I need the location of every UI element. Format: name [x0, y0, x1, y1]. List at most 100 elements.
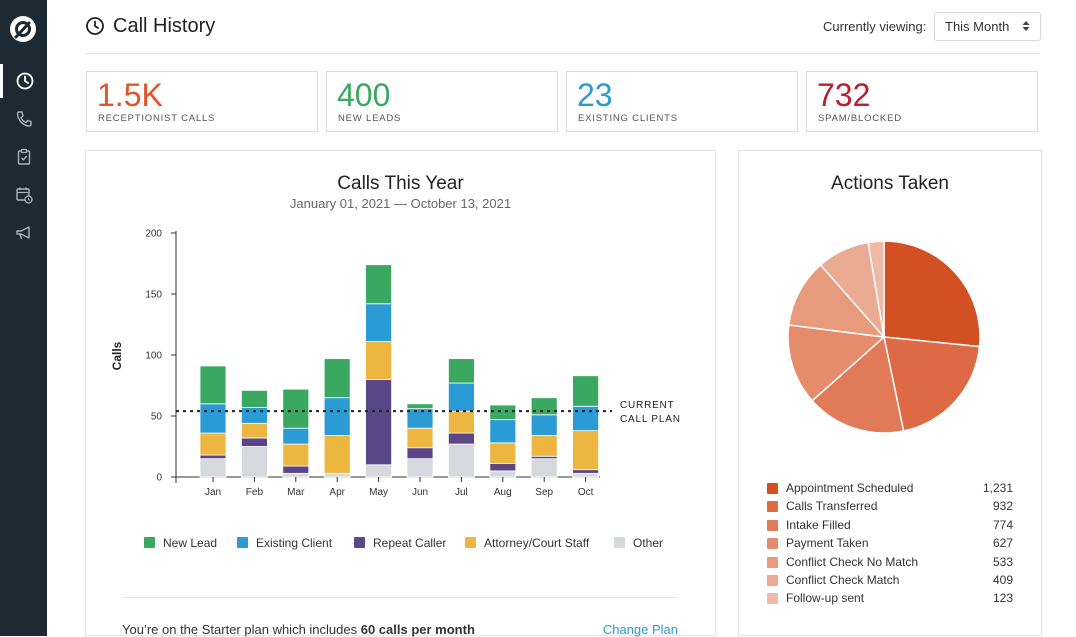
sidebar-item-call-history[interactable]	[0, 64, 47, 98]
pie-slice-intake-filled[interactable]	[811, 335, 905, 434]
app-logo[interactable]	[10, 16, 36, 42]
stat-value: 732	[817, 77, 871, 113]
bar-segment-other-jan[interactable]	[199, 458, 227, 478]
bar-segment-existing-client-jan[interactable]	[199, 403, 227, 434]
bar-segment-repeat-caller-feb[interactable]	[240, 437, 268, 447]
bar-segment-existing-client-sep[interactable]	[530, 414, 558, 436]
viewing-label: Currently viewing:	[823, 19, 927, 34]
bar-segment-attorney-court-staff-mar[interactable]	[282, 443, 310, 467]
x-tick-label: Apr	[329, 487, 345, 498]
legend-swatch	[767, 501, 778, 513]
stat-value: 400	[337, 77, 391, 113]
bar-segment-new-lead-mar[interactable]	[282, 388, 310, 429]
bar-segment-attorney-court-staff-jul[interactable]	[447, 410, 475, 434]
bar-segment-repeat-caller-may[interactable]	[365, 378, 393, 466]
bar-segment-new-lead-oct[interactable]	[572, 375, 600, 407]
y-axis-label: Calls	[110, 341, 124, 370]
bar-segment-other-jul[interactable]	[447, 443, 475, 478]
bar-segment-attorney-court-staff-jun[interactable]	[406, 427, 434, 449]
x-tick-label: Jul	[455, 487, 468, 498]
x-tick-label: Jan	[205, 487, 221, 498]
bar-segment-other-aug[interactable]	[489, 470, 517, 478]
plan-text-bold: 60 calls per month	[360, 622, 475, 637]
stat-value: 1.5K	[97, 77, 163, 113]
plan-footer: You’re on the Starter plan which include…	[122, 597, 678, 637]
pie-legend-row: Intake Filled 774	[767, 517, 1013, 535]
bar-segment-new-lead-jul[interactable]	[447, 358, 475, 384]
bar-segment-repeat-caller-aug[interactable]	[489, 463, 517, 472]
change-plan-link[interactable]: Change Plan	[602, 622, 678, 637]
legend-label: Other	[633, 536, 663, 550]
bar-segment-other-may[interactable]	[365, 464, 393, 478]
bar-segment-attorney-court-staff-may[interactable]	[365, 341, 393, 380]
legend-swatch	[465, 537, 476, 548]
legend-swatch	[144, 537, 155, 548]
legend-label: Intake Filled	[786, 517, 851, 532]
bar-segment-repeat-caller-jun[interactable]	[406, 447, 434, 460]
calendar-clock-icon	[15, 187, 33, 204]
y-tick-label: 50	[151, 412, 163, 423]
bar-segment-new-lead-sep[interactable]	[530, 397, 558, 416]
clock-icon	[86, 17, 104, 35]
bar-segment-other-oct[interactable]	[572, 472, 600, 478]
bar-segment-other-mar[interactable]	[282, 472, 310, 478]
stat-label: SPAM/BLOCKED	[818, 113, 902, 124]
page-title: Call History	[113, 15, 216, 37]
bar-segment-other-feb[interactable]	[240, 446, 268, 478]
calls-bar-chart: 0 50 100 150 200 Calls Jan Feb Mar Apr May Jun Jul Au…	[110, 229, 680, 551]
bar-segment-other-sep[interactable]	[530, 458, 558, 478]
sidebar-item-tasks[interactable]	[0, 140, 47, 174]
sidebar-item-marketing[interactable]	[0, 216, 47, 250]
clock-icon	[16, 72, 34, 90]
bar-segment-new-lead-feb[interactable]	[240, 389, 268, 408]
stat-card-new-leads[interactable]: 400 NEW LEADS	[326, 71, 558, 132]
bar-segment-other-jun[interactable]	[406, 458, 434, 478]
bar-segment-repeat-caller-mar[interactable]	[282, 465, 310, 474]
clipboard-check-icon	[17, 148, 30, 165]
period-select[interactable]: This Month	[934, 12, 1041, 41]
legend-label: Conflict Check No Match	[786, 554, 919, 569]
bar-segment-new-lead-apr[interactable]	[323, 358, 351, 399]
pie-slice-conflict-check-no-match[interactable]	[787, 263, 886, 338]
bar-segment-attorney-court-staff-jan[interactable]	[199, 432, 227, 456]
bar-segment-existing-client-jul[interactable]	[447, 382, 475, 412]
pie-slice-calls-transferred[interactable]	[883, 336, 981, 432]
stat-card-receptionist-calls[interactable]: 1.5K RECEPTIONIST CALLS	[86, 71, 318, 132]
pie-slice-follow-up-sent[interactable]	[867, 240, 885, 338]
bar-segment-existing-client-apr[interactable]	[323, 397, 351, 436]
bar-segment-attorney-court-staff-apr[interactable]	[323, 435, 351, 474]
pie-slice-appointment-scheduled[interactable]	[883, 240, 981, 348]
y-tick-label: 150	[145, 290, 162, 301]
bar-segment-existing-client-aug[interactable]	[489, 419, 517, 444]
bar-segment-attorney-court-staff-sep[interactable]	[530, 435, 558, 457]
bar-segment-attorney-court-staff-aug[interactable]	[489, 442, 517, 464]
bar-segment-attorney-court-staff-feb[interactable]	[240, 422, 268, 439]
bar-segment-new-lead-jun[interactable]	[406, 403, 434, 410]
bar-segment-attorney-court-staff-oct[interactable]	[572, 430, 600, 471]
stat-card-spam-blocked[interactable]: 732 SPAM/BLOCKED	[806, 71, 1038, 132]
bar-segment-existing-client-feb[interactable]	[240, 407, 268, 424]
legend-value: 932	[992, 499, 1013, 514]
legend-label: Attorney/Court Staff	[484, 536, 590, 550]
legend-swatch	[767, 538, 778, 550]
bar-segment-repeat-caller-jan[interactable]	[199, 454, 227, 460]
bar-segment-new-lead-jan[interactable]	[199, 365, 227, 405]
pie-slice-payment-taken[interactable]	[787, 324, 886, 402]
stat-card-existing-clients[interactable]: 23 EXISTING CLIENTS	[566, 71, 798, 132]
x-tick-label: Aug	[494, 487, 512, 498]
sidebar-item-schedule[interactable]	[0, 178, 47, 212]
stat-label: NEW LEADS	[338, 113, 402, 124]
pie-legend-row: Conflict Check No Match 533	[767, 554, 1013, 572]
bar-segment-existing-client-may[interactable]	[365, 303, 393, 342]
bar-segment-new-lead-aug[interactable]	[489, 404, 517, 421]
bar-segment-repeat-caller-jul[interactable]	[447, 432, 475, 445]
legend-value: 533	[992, 554, 1013, 569]
bar-segment-existing-client-oct[interactable]	[572, 405, 600, 432]
call-plan-label: CURRENT	[620, 400, 675, 411]
bar-segment-existing-client-mar[interactable]	[282, 427, 310, 445]
bar-segment-other-apr[interactable]	[323, 472, 351, 478]
main-content: Call History Currently viewing: This Mon…	[47, 0, 1076, 637]
bar-segment-repeat-caller-oct[interactable]	[572, 469, 600, 474]
sidebar-item-calls[interactable]	[0, 102, 47, 136]
bar-segment-new-lead-may[interactable]	[365, 264, 393, 305]
